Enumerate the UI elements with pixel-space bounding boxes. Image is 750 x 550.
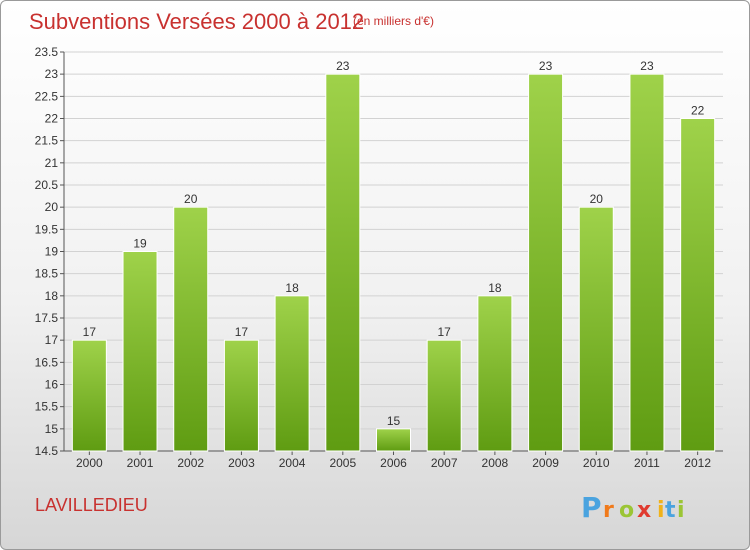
y-tick-label: 15 — [45, 422, 59, 436]
bar-value-label: 17 — [235, 325, 249, 339]
bar-2001 — [122, 251, 158, 452]
bar-2011 — [629, 73, 665, 452]
x-tick-label: 2011 — [634, 456, 660, 470]
bar-2007 — [426, 339, 462, 452]
bar-value-label: 17 — [438, 325, 452, 339]
y-tick-label: 23.5 — [35, 45, 59, 59]
bar-value-label: 18 — [488, 281, 502, 295]
x-tick-label: 2003 — [228, 456, 255, 470]
bar-value-label: 19 — [133, 237, 147, 251]
bar-2002 — [173, 206, 209, 452]
bar-2005 — [325, 73, 361, 452]
bar-value-label: 18 — [285, 281, 299, 295]
y-tick-label: 20 — [45, 200, 59, 214]
bar-value-label: 20 — [184, 192, 198, 206]
y-tick-label: 23 — [45, 67, 59, 81]
axes: 14.5 15 15.5 16 16.5 17 17.5 18 18.5 19 19.5 20 20.5… — [35, 45, 723, 470]
y-tick-label: 21 — [45, 156, 59, 170]
y-tick-label: 19 — [45, 245, 59, 259]
y-tick-label: 17.5 — [35, 311, 59, 325]
x-tick-label: 2006 — [380, 456, 407, 470]
logo-letter: P — [581, 491, 602, 524]
x-tick-label: 2012 — [684, 456, 711, 470]
x-tick-label: 2001 — [127, 456, 154, 470]
x-tick-label: 2009 — [532, 456, 559, 470]
bar-2004 — [274, 295, 310, 452]
y-tick-label: 16.5 — [35, 355, 59, 369]
bar-value-label: 17 — [83, 325, 97, 339]
bar-value-label: 23 — [640, 59, 654, 73]
bar-2006 — [376, 428, 411, 452]
bar-2008 — [477, 295, 513, 452]
logo-letter: o — [619, 498, 634, 523]
bars: 17 19 20 17 18 23 15 17 18 23 20 23 22 — [71, 59, 716, 452]
bar-2009 — [528, 73, 564, 452]
logo-letter: r — [603, 498, 614, 523]
y-tick-label: 17 — [45, 333, 59, 347]
y-tick-label: 16 — [45, 378, 59, 392]
y-tick-label: 18 — [45, 289, 59, 303]
x-tick-label: 2007 — [431, 456, 458, 470]
y-tick-label: 18.5 — [35, 267, 59, 281]
bar-2012 — [680, 118, 716, 452]
grid-lines — [64, 51, 723, 452]
logo-letter: x — [637, 498, 651, 523]
place-name: LAVILLEDIEU — [35, 495, 148, 515]
y-tick-label: 19.5 — [35, 222, 59, 236]
x-tick-label: 2000 — [76, 456, 103, 470]
x-tick-label: 2005 — [329, 456, 356, 470]
x-tick-label: 2004 — [279, 456, 306, 470]
y-tick-label: 20.5 — [35, 178, 59, 192]
y-tick-label: 22.5 — [35, 89, 59, 103]
logo-letter: i — [677, 498, 685, 523]
bar-value-label: 23 — [539, 59, 553, 73]
bar-2000 — [71, 339, 107, 452]
y-tick-label: 15.5 — [35, 400, 59, 414]
y-tick-label: 22 — [45, 112, 59, 126]
logo-letter: i — [657, 498, 665, 523]
bar-value-label: 20 — [590, 192, 604, 206]
x-tick-label: 2002 — [177, 456, 204, 470]
x-tick-label: 2008 — [482, 456, 509, 470]
chart-unit-label: (en milliers d'€) — [353, 14, 434, 28]
bar-2003 — [223, 339, 259, 452]
bar-value-label: 15 — [387, 414, 401, 428]
bar-value-label: 23 — [336, 59, 350, 73]
logo-letter: t — [665, 498, 676, 523]
bar-value-label: 22 — [691, 104, 705, 118]
bar-2010 — [578, 206, 614, 452]
y-tick-label: 21.5 — [35, 134, 59, 148]
x-tick-label: 2010 — [583, 456, 610, 470]
chart-title: Subventions Versées 2000 à 2012 — [29, 9, 365, 34]
y-tick-label: 14.5 — [35, 444, 59, 458]
